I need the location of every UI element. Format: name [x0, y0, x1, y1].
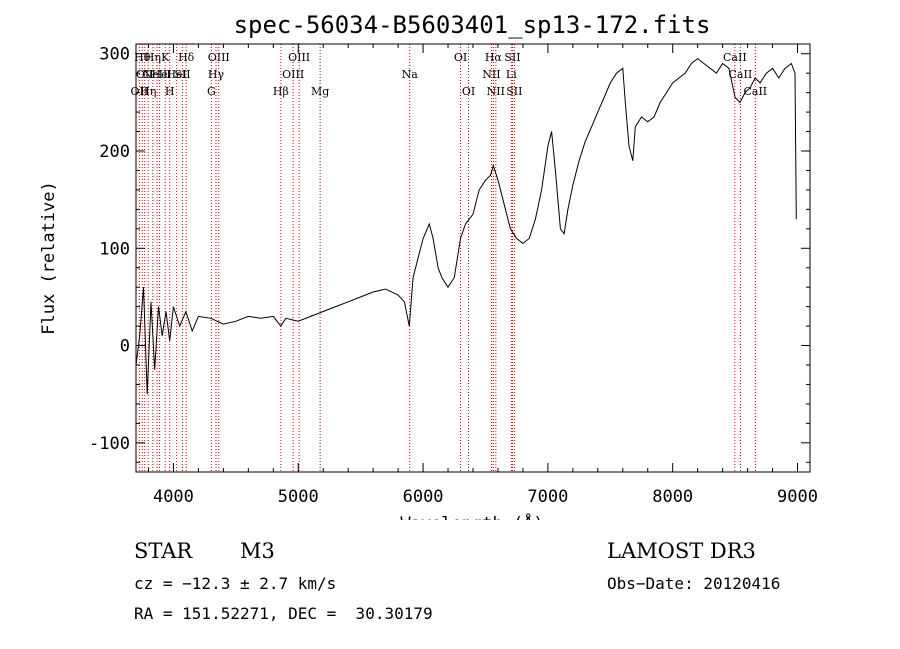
line-marker-label-26: SII	[504, 51, 520, 64]
line-marker-label-17: OIII	[288, 51, 310, 64]
survey-name: LAMOST DR3	[607, 539, 756, 563]
line-marker-label-4: Hη	[145, 51, 161, 64]
spectrum-chart: spec-56034-B5603401_sp13-172.fits OII Hθ O…	[39, 11, 818, 520]
line-marker-label-10: SII	[174, 68, 190, 81]
plot-frame	[135, 43, 811, 473]
y-axis: -100 0 100 200 300	[89, 45, 810, 463]
y-tick-label-2: 100	[99, 239, 130, 259]
line-marker-label-16: OIII	[282, 68, 304, 81]
line-marker-label-25: Li	[506, 68, 517, 81]
line-marker-label-12: G	[207, 85, 216, 98]
line-marker-label-9: HeI	[166, 68, 186, 81]
line-markers	[138, 44, 756, 472]
object-class: STAR	[134, 539, 193, 563]
redshift-cz: cz = −12.3 ± 2.7 km/s	[134, 574, 337, 593]
line-marker-label-20: OI	[454, 51, 467, 64]
line-marker-label-0: OII	[131, 85, 149, 98]
chart-title: spec-56034-B5603401_sp13-172.fits	[234, 11, 711, 39]
line-marker-label-22: NII	[482, 68, 500, 81]
line-marker-label-28: CaII	[723, 51, 747, 64]
line-marker-label-13: Hγ	[208, 68, 225, 81]
object-subclass: M3	[240, 539, 275, 563]
line-marker-label-3: Hη	[140, 85, 156, 98]
line-marker-label-8: H	[165, 85, 175, 98]
x-tick-label-2: 6000	[403, 487, 444, 507]
y-tick-label-1: 0	[120, 337, 130, 357]
line-marker-label-21: OI	[462, 85, 475, 98]
line-marker-label-19: Na	[402, 68, 419, 81]
line-marker-label-14: OIII	[208, 51, 230, 64]
x-tick-label-3: 7000	[527, 487, 568, 507]
spectrum-series-line	[135, 57, 797, 395]
line-marker-label-6: He	[152, 68, 168, 81]
x-tick-label-4: 8000	[652, 487, 693, 507]
y-tick-label-0: -100	[89, 434, 130, 454]
line-marker-label-15: Hβ	[273, 85, 289, 98]
obs-date: Obs−Date: 20120416	[607, 574, 781, 593]
line-marker-label-2: OII	[136, 68, 154, 81]
line-marker-label-1: Hθ	[134, 51, 151, 64]
line-marker-label-5: NeIII	[143, 68, 172, 81]
line-marker-label-7: K	[161, 51, 170, 64]
line-marker-label-27: SII	[506, 85, 522, 98]
x-tick-label-0: 4000	[153, 487, 194, 507]
line-marker-label-23: Hα	[485, 51, 503, 64]
y-tick-label-4: 300	[99, 45, 130, 65]
line-marker-label-24: NII	[487, 85, 505, 98]
line-marker-label-30: CaII	[743, 85, 767, 98]
line-marker-label-29: CaII	[729, 68, 753, 81]
x-tick-label-5: 9000	[777, 487, 818, 507]
y-tick-label-3: 200	[99, 142, 130, 162]
x-tick-label-1: 5000	[278, 487, 319, 507]
line-marker-labels: OIIHθOIIHηHηNeIIIHeKHHeISIIHδGHγOIIIHβOI…	[131, 51, 768, 98]
x-axis: 4000 5000 6000 7000 8000 9000	[147, 44, 818, 507]
line-marker-label-18: Mg	[311, 85, 329, 98]
line-marker-label-11: Hδ	[178, 51, 195, 64]
ra-dec-coords: RA = 151.52271, DEC = 30.30179	[134, 604, 433, 623]
y-axis-label: Flux (relative)	[39, 181, 59, 335]
x-axis-label: Wavelength (Å)	[400, 512, 543, 520]
